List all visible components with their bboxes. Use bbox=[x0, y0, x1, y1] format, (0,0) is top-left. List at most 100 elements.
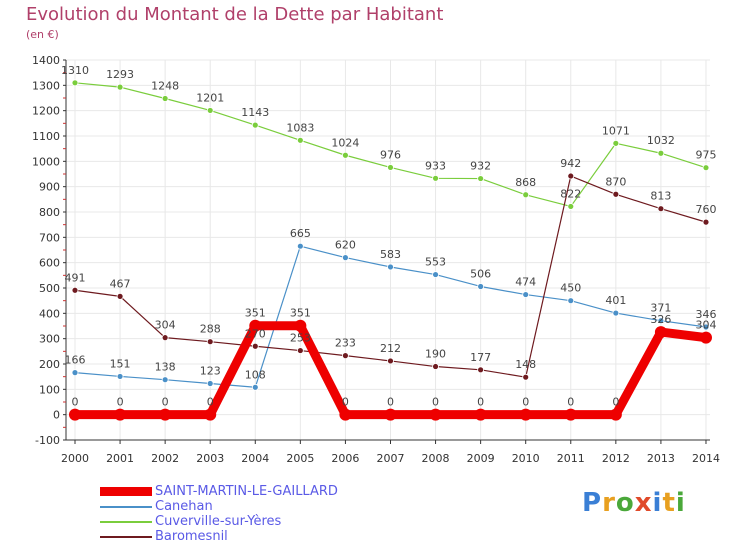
data-point-2 bbox=[296, 136, 304, 144]
data-label-1: 108 bbox=[245, 368, 266, 381]
data-label-0: 304 bbox=[695, 319, 716, 332]
data-label-3: 270 bbox=[245, 327, 266, 340]
y-tick-label: 1400 bbox=[32, 54, 60, 67]
x-tick-label: 2004 bbox=[241, 452, 269, 465]
data-label-2: 1310 bbox=[61, 64, 89, 77]
data-label-0: 0 bbox=[567, 396, 574, 409]
logo-letter: r bbox=[602, 488, 616, 518]
data-point-2 bbox=[612, 139, 620, 147]
data-point-3 bbox=[522, 373, 530, 381]
x-tick-label: 2009 bbox=[467, 452, 495, 465]
x-tick-label: 2013 bbox=[647, 452, 675, 465]
data-label-0: 0 bbox=[72, 396, 79, 409]
data-point-0 bbox=[384, 408, 397, 421]
data-point-3 bbox=[161, 334, 169, 342]
data-label-1: 151 bbox=[110, 357, 131, 370]
data-point-3 bbox=[342, 352, 349, 360]
data-label-1: 553 bbox=[425, 256, 446, 269]
x-tick-label: 2001 bbox=[106, 452, 134, 465]
y-tick-label: 1300 bbox=[32, 79, 60, 92]
legend-label-baromesnil: Baromesnil bbox=[155, 529, 228, 544]
data-point-1 bbox=[657, 317, 665, 325]
x-tick-label: 2000 bbox=[61, 452, 89, 465]
data-point-3 bbox=[206, 338, 214, 346]
data-point-1 bbox=[432, 271, 439, 278]
y-tick-label: 0 bbox=[53, 409, 60, 422]
data-label-2: 975 bbox=[695, 149, 716, 162]
data-label-3: 467 bbox=[110, 277, 131, 290]
data-point-1 bbox=[296, 242, 304, 250]
data-label-2: 1024 bbox=[331, 136, 359, 149]
logo-letter: i bbox=[652, 488, 663, 518]
y-tick-label: 600 bbox=[39, 257, 60, 270]
data-label-2: 976 bbox=[380, 148, 401, 161]
logo-letter: i bbox=[675, 488, 686, 518]
legend-swatch-baromesnil bbox=[100, 536, 152, 538]
data-point-2 bbox=[206, 107, 214, 114]
data-point-3 bbox=[251, 342, 259, 350]
data-label-3: 942 bbox=[560, 157, 581, 170]
data-label-2: 1143 bbox=[241, 106, 269, 119]
proxiti-logo: Proxiti bbox=[582, 488, 686, 518]
data-label-1: 583 bbox=[380, 248, 401, 261]
logo-letter: t bbox=[662, 488, 676, 518]
data-point-0 bbox=[474, 408, 487, 421]
data-point-0 bbox=[249, 319, 262, 332]
data-point-1 bbox=[342, 254, 349, 262]
data-point-1 bbox=[251, 383, 259, 391]
data-label-3: 288 bbox=[200, 323, 221, 336]
data-point-2 bbox=[567, 203, 575, 210]
proxiti-logo-text: Proxiti bbox=[582, 488, 686, 518]
logo-letter: o bbox=[615, 488, 635, 518]
y-tick-label: 1200 bbox=[32, 105, 60, 118]
data-point-1 bbox=[567, 297, 575, 305]
data-point-3 bbox=[71, 286, 79, 294]
data-point-2 bbox=[702, 164, 710, 172]
data-point-2 bbox=[522, 191, 530, 199]
data-label-2: 822 bbox=[560, 187, 581, 200]
data-point-3 bbox=[702, 218, 710, 226]
data-label-0: 0 bbox=[207, 396, 214, 409]
data-point-3 bbox=[612, 190, 620, 198]
y-tick-label: 400 bbox=[39, 307, 60, 320]
data-label-2: 1248 bbox=[151, 80, 179, 93]
data-label-0: 0 bbox=[477, 396, 484, 409]
data-label-2: 1201 bbox=[196, 91, 224, 104]
data-label-3: 253 bbox=[290, 332, 311, 345]
data-point-1 bbox=[116, 373, 124, 380]
y-tick-label: 700 bbox=[39, 231, 60, 244]
data-label-3: 760 bbox=[695, 203, 716, 216]
data-point-3 bbox=[432, 363, 439, 370]
data-point-3 bbox=[567, 172, 575, 180]
data-point-3 bbox=[387, 357, 394, 365]
data-label-3: 870 bbox=[605, 175, 626, 188]
data-point-2 bbox=[342, 151, 349, 159]
data-point-0 bbox=[429, 408, 442, 421]
data-label-3: 813 bbox=[650, 190, 671, 203]
data-label-2: 1293 bbox=[106, 68, 134, 81]
data-point-2 bbox=[161, 95, 169, 102]
data-label-2: 1083 bbox=[286, 121, 314, 134]
data-label-0: 0 bbox=[432, 396, 439, 409]
data-point-1 bbox=[702, 323, 710, 331]
data-point-1 bbox=[612, 309, 620, 317]
x-tick-label: 2007 bbox=[376, 452, 404, 465]
data-label-2: 868 bbox=[515, 176, 536, 189]
data-point-1 bbox=[522, 291, 530, 298]
data-point-0 bbox=[699, 331, 712, 344]
data-label-2: 1071 bbox=[602, 124, 630, 137]
x-tick-label: 2003 bbox=[196, 452, 224, 465]
data-point-0 bbox=[204, 408, 217, 421]
data-label-1: 506 bbox=[470, 267, 491, 280]
chart-title: Evolution du Montant de la Dette par Hab… bbox=[26, 4, 444, 25]
data-point-0 bbox=[114, 408, 127, 421]
data-point-2 bbox=[387, 164, 394, 171]
y-tick-label: -100 bbox=[35, 434, 60, 447]
data-point-2 bbox=[432, 174, 439, 182]
data-label-1: 474 bbox=[515, 276, 536, 289]
data-point-1 bbox=[206, 380, 214, 387]
y-tick-label: 800 bbox=[39, 206, 60, 219]
data-point-0 bbox=[519, 408, 532, 421]
